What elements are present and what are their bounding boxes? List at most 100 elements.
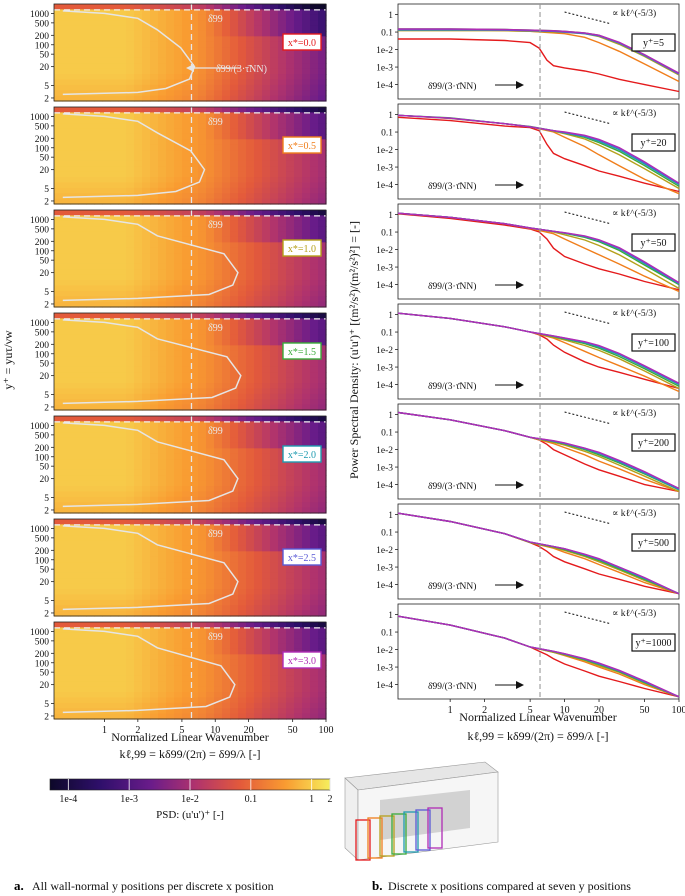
heatmap-cell xyxy=(126,112,135,119)
heatmap-cell xyxy=(262,475,271,482)
heatmap-cell xyxy=(174,14,183,21)
heatmap-cell xyxy=(182,9,191,16)
heatmap-cell xyxy=(134,112,143,119)
heatmap-cell xyxy=(254,313,263,319)
heatmap-cell xyxy=(166,702,175,709)
heatmap-cell xyxy=(134,502,143,509)
heatmap-cell xyxy=(270,659,279,666)
heatmap-cell xyxy=(262,9,271,16)
heatmap-cell xyxy=(102,578,111,585)
psd-series-line xyxy=(397,114,680,184)
heatmap-cell xyxy=(150,301,159,308)
heatmap-cell xyxy=(230,182,239,189)
heatmap-cell xyxy=(126,670,135,677)
heatmap-cell xyxy=(134,334,143,341)
heatmap-cell xyxy=(62,193,71,200)
heatmap-cell xyxy=(78,84,87,91)
heatmap-cell xyxy=(86,117,95,124)
heatmap-cell xyxy=(78,20,87,27)
heatmap-cell xyxy=(230,14,239,21)
heatmap-cell xyxy=(270,25,279,32)
heatmap-cell xyxy=(174,686,183,693)
heatmap-cell xyxy=(62,519,71,525)
heatmap-cell xyxy=(166,448,175,455)
heatmap-cell xyxy=(238,605,247,612)
heatmap-cell xyxy=(190,366,199,373)
heatmap-cell xyxy=(230,491,239,498)
heatmap-cell xyxy=(286,377,295,384)
heatmap-cell xyxy=(238,41,247,48)
heatmap-cell xyxy=(86,519,95,525)
heatmap-cell xyxy=(142,253,151,260)
heatmap-cell xyxy=(70,437,79,444)
heatmap-cell xyxy=(214,112,223,119)
heatmap-cell xyxy=(262,437,271,444)
heatmap-cell xyxy=(102,215,111,222)
heatmap-cell xyxy=(102,128,111,135)
heatmap-cell xyxy=(198,25,207,32)
heatmap-cell xyxy=(302,231,311,238)
heatmap-cell xyxy=(126,52,135,59)
heatmap-cell xyxy=(174,166,183,173)
heatmap-cell xyxy=(70,84,79,91)
heatmap-cell xyxy=(278,274,287,281)
heatmap-cell xyxy=(110,480,119,487)
heatmap-cell xyxy=(318,659,327,666)
heatmap-cell xyxy=(166,177,175,184)
heatmap-cell xyxy=(134,545,143,552)
heatmap-cell xyxy=(222,578,231,585)
heatmap-cell xyxy=(182,524,191,531)
heatmap-cell xyxy=(206,198,215,205)
heatmap-cell xyxy=(302,95,311,102)
heatmap-cell xyxy=(214,605,223,612)
heatmap-cell xyxy=(70,545,79,552)
heatmap-cell xyxy=(166,30,175,37)
heatmap-cell xyxy=(110,128,119,135)
heatmap-cell xyxy=(238,589,247,596)
heatmap-cell xyxy=(198,366,207,373)
x-axis-label-bottom: kℓ,99 = kδ99/(2π) = δ99/λ [-] xyxy=(119,747,260,761)
y-tick-label: 500 xyxy=(35,637,50,647)
heatmap-cell xyxy=(254,697,263,704)
heatmap-cell xyxy=(238,74,247,81)
heatmap-cell xyxy=(270,551,279,558)
heatmap-cell xyxy=(190,605,199,612)
heatmap-cell xyxy=(222,507,231,514)
heatmap-cell xyxy=(166,296,175,303)
heatmap-cell xyxy=(142,388,151,395)
heatmap-cell xyxy=(302,529,311,536)
heatmap-cell xyxy=(126,594,135,601)
heatmap-cell xyxy=(222,453,231,460)
heatmap-cell xyxy=(94,301,103,308)
heatmap-cell xyxy=(198,155,207,162)
heatmap-cell xyxy=(214,627,223,634)
heatmap-cell xyxy=(318,345,327,352)
heatmap-cell xyxy=(278,480,287,487)
heatmap-cell xyxy=(222,123,231,130)
heatmap-cell xyxy=(62,562,71,569)
heatmap-cell xyxy=(246,654,255,661)
heatmap-cell xyxy=(254,675,263,682)
heatmap-cell xyxy=(190,416,199,422)
heatmap-cell xyxy=(222,519,231,525)
heatmap-cell xyxy=(142,210,151,216)
heatmap-cell xyxy=(198,236,207,243)
heatmap-cell xyxy=(182,36,191,43)
y-axis-label: y⁺ = yuτ/νw xyxy=(1,330,15,390)
heatmap-cell xyxy=(318,399,327,406)
heatmap-cell xyxy=(134,622,143,628)
heatmap-frame xyxy=(53,106,327,205)
heatmap-frame xyxy=(53,415,327,514)
heatmap-cell xyxy=(118,366,127,373)
heatmap-cell xyxy=(262,269,271,276)
heatmap-cell xyxy=(54,334,63,341)
heatmap-cell xyxy=(78,339,87,346)
heatmap-cell xyxy=(150,269,159,276)
heatmap-cell xyxy=(270,112,279,119)
heatmap-cell xyxy=(94,95,103,102)
heatmap-cell xyxy=(246,274,255,281)
heatmap-cell xyxy=(158,242,167,249)
heatmap-cell xyxy=(142,469,151,476)
heatmap-cell xyxy=(278,464,287,471)
heatmap-cell xyxy=(206,133,215,140)
